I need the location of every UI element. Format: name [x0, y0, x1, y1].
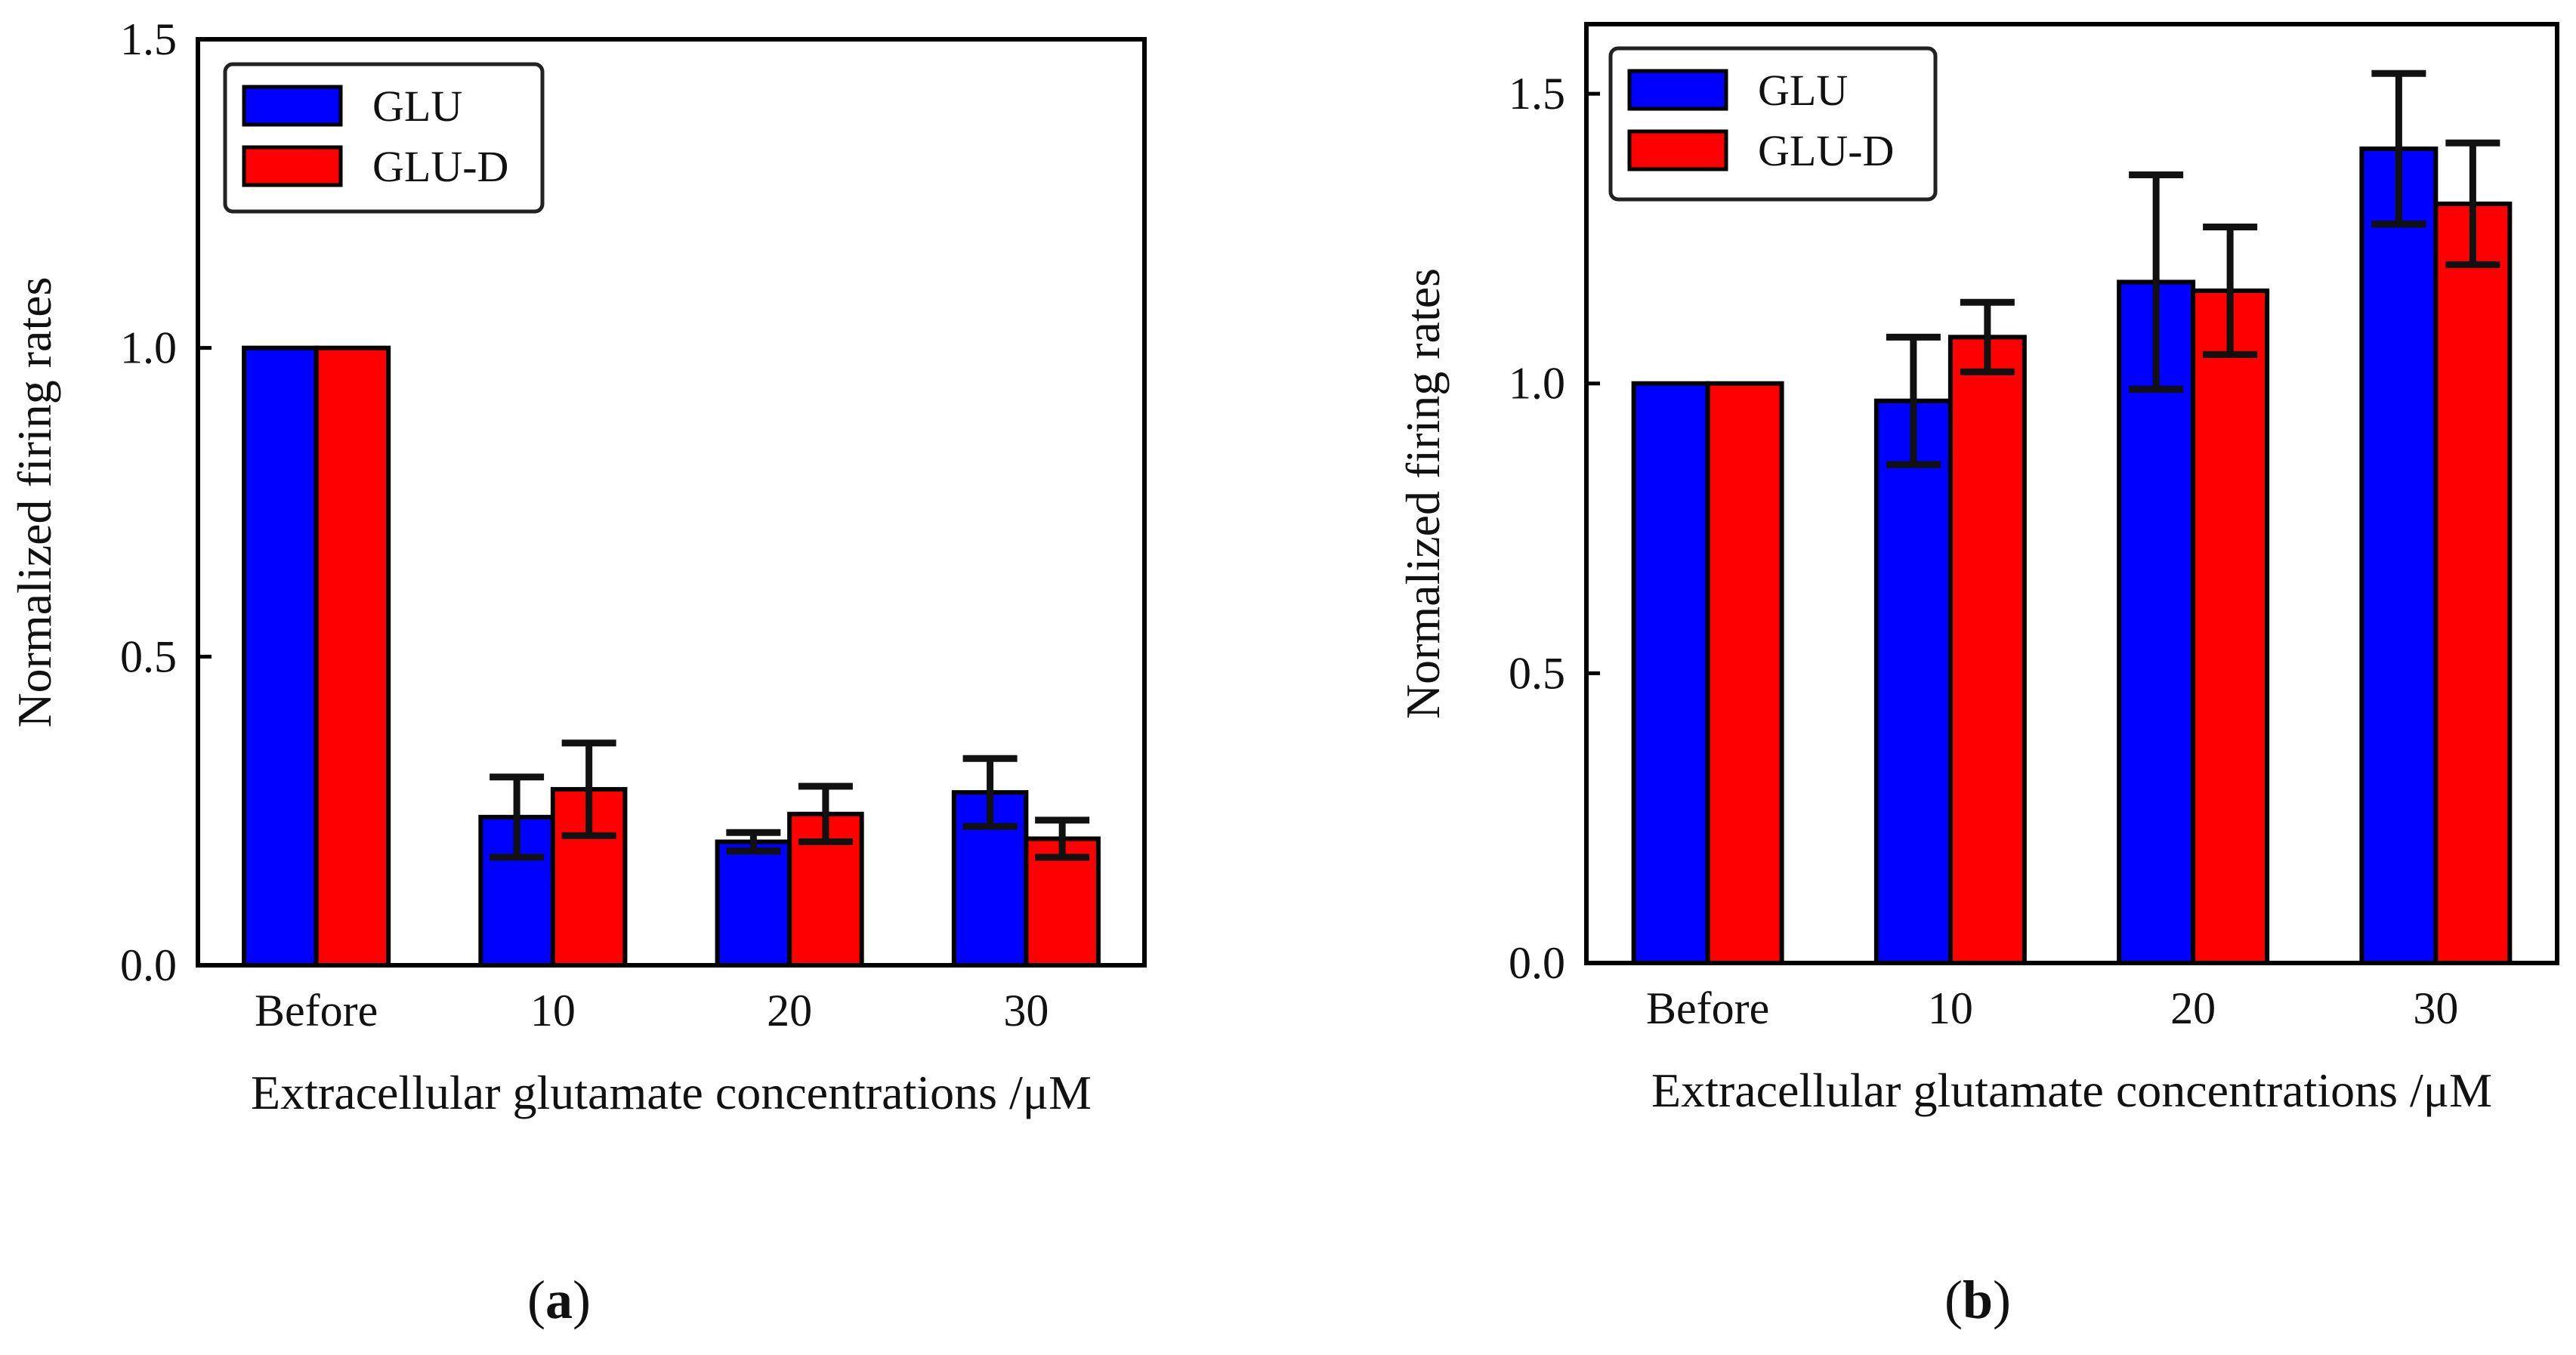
panel-b-errorbar-glu-d-30 [2445, 139, 2500, 268]
panel-b-bar-glu-d-10 [1947, 335, 2027, 966]
panel-a-xtick-label-2: 20 [767, 986, 812, 1036]
panel-b-label: (b) [1944, 1270, 2011, 1330]
panel-a-ytick-label-3: 1.5 [120, 14, 177, 64]
panel-b-xtick-label-0: Before [1646, 983, 1769, 1033]
panel-b-xtick-label-3: 30 [2413, 983, 2458, 1033]
panel-a-ytick-label-2: 1.0 [120, 323, 177, 373]
panel-b-errorbar-glu-d-10 [1960, 298, 2015, 375]
panel-a-legend-swatch-glu-d [242, 145, 343, 187]
panel-b-bar-glu-d-before [1705, 381, 1784, 965]
panel-b-bar-glu-30 [2359, 146, 2439, 965]
panel-a-errorbar-glu-30 [962, 755, 1018, 830]
panel-b-legend-label-glu-d: GLU-D [1758, 126, 1894, 175]
panel-b-xtick-label-2: 20 [2170, 983, 2216, 1033]
panel-a-errorbar-glu-20 [726, 829, 781, 855]
panel-a-legend-label-glu: GLU [372, 82, 462, 131]
panel-b-chart: 0.0 0.5 1.0 1.5 Before 10 20 30 Extracellular gl… [1396, 22, 2559, 1117]
panel-a-legend-label-glu-d: GLU-D [372, 142, 508, 191]
panel-b-errorbar-glu-20 [2129, 171, 2184, 393]
panel-a-legend: GLU GLU-D [223, 62, 545, 214]
panel-b-ytick-label-2: 1.0 [1509, 359, 1565, 409]
panel-a-errorbar-glu-d-30 [1035, 816, 1090, 861]
panel-b-bar-glu-10 [1873, 398, 1953, 965]
panel-b-ytick-label-0: 0.0 [1509, 938, 1565, 988]
panel-a-bar-glu-20 [715, 839, 792, 968]
panel-a-ytick-label-0: 0.0 [120, 940, 177, 990]
panel-b-ylabel: Normalized firing rates [1396, 268, 1450, 719]
panel-b-xlabel: Extracellular glutamate concentrations /… [1651, 1063, 2492, 1117]
panel-b-bar-glu-d-30 [2433, 201, 2513, 965]
panel-b-xtick-label-1: 10 [1928, 983, 1973, 1033]
panel-a-ylabel: Normalized firing rates [8, 276, 61, 727]
panel-b-errorbar-glu-d-20 [2203, 224, 2258, 358]
panel-a-xtick-label-3: 30 [1003, 986, 1049, 1036]
panel-b-errorbar-glu-30 [2371, 69, 2426, 228]
panel-a-legend-swatch-glu [242, 85, 343, 127]
panel-b-ytick-label-1: 0.5 [1509, 648, 1565, 698]
panel-a-errorbar-glu-d-20 [798, 782, 853, 846]
panel-b-legend-label-glu: GLU [1758, 66, 1848, 115]
panel-a-bar-glu-d-before [314, 345, 391, 968]
panel-b-errorbar-glu-10 [1886, 333, 1941, 468]
panel-b-legend-swatch-glu-d [1627, 129, 1728, 171]
panel-a-xtick-label-0: Before [255, 986, 378, 1036]
panel-a-label: (a) [527, 1270, 591, 1330]
panel-b-bar-glu-20 [2117, 279, 2196, 965]
panel-b-axes-frame [1584, 22, 2559, 965]
panel-b-legend: GLU GLU-D [1608, 46, 1938, 202]
panel-a-errorbar-glu-10 [490, 773, 545, 861]
panel-b-bar-glu-before [1631, 381, 1710, 965]
panel-a-xlabel: Extracellular glutamate concentrations /… [251, 1066, 1092, 1119]
panel-a-xtick-label-1: 10 [530, 986, 576, 1036]
panel-a-errorbar-glu-d-10 [561, 739, 616, 839]
panel-b-ytick-label-3: 1.5 [1509, 69, 1565, 119]
panel-b-bar-glu-d-20 [2191, 288, 2270, 965]
panel-a-chart: 0.0 0.5 1.0 1.5 Before 10 20 30 Extracellular gl… [8, 14, 1147, 1119]
panel-a-axes-frame [196, 37, 1147, 968]
panel-a-bar-glu-before [242, 345, 319, 968]
panel-a-ytick-label-1: 0.5 [120, 631, 177, 681]
panel-b-legend-swatch-glu [1627, 69, 1728, 111]
